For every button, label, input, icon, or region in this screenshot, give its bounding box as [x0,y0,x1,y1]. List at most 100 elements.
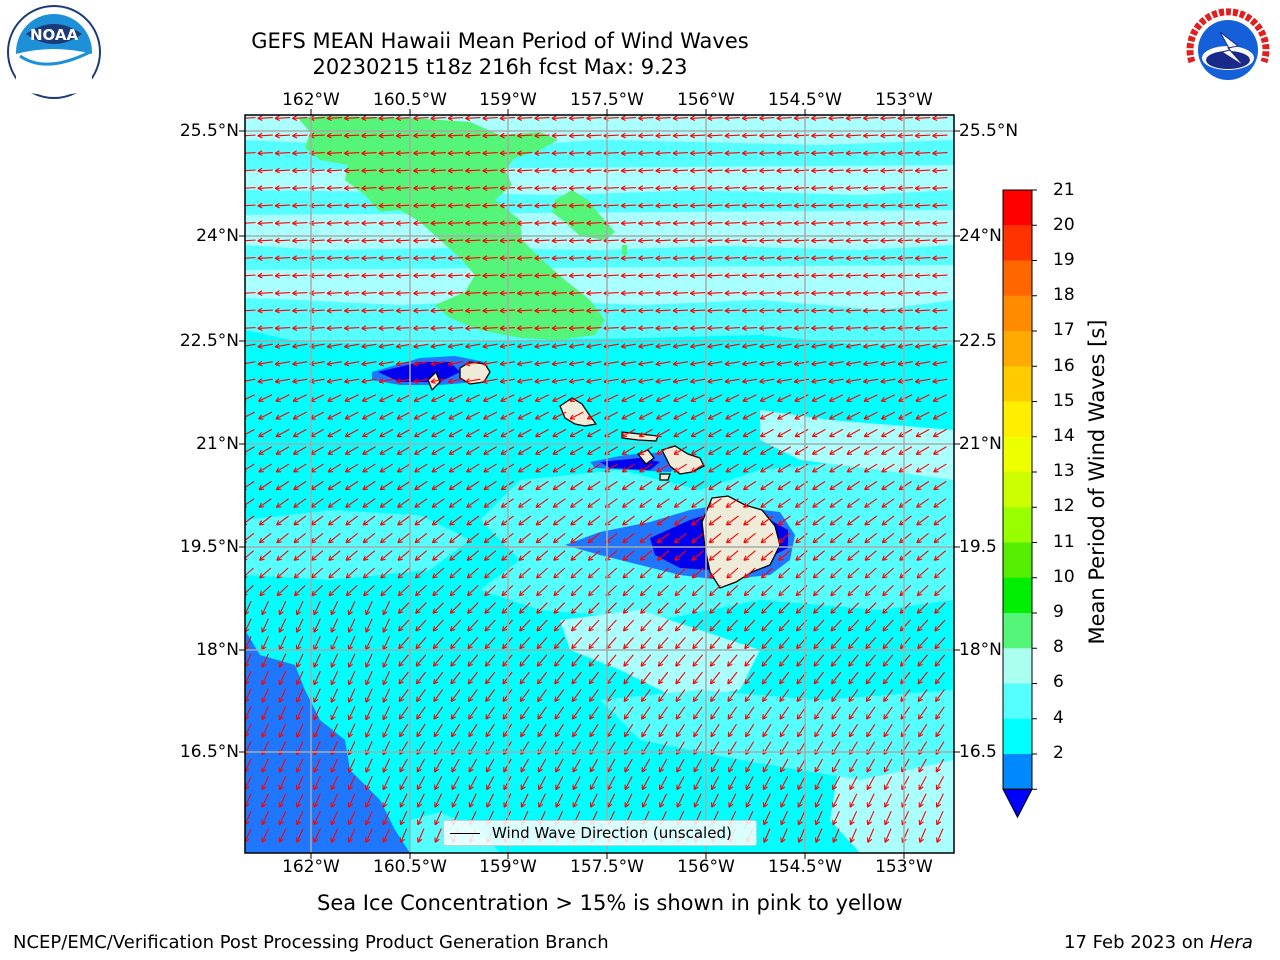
colorbar-tick-label: 2 [1053,743,1064,763]
wind-wave-arrow [914,343,931,349]
wind-wave-arrow [639,567,652,579]
wind-wave-arrow [553,532,566,544]
wind-wave-arrow [257,325,273,332]
wind-wave-arrow [395,360,412,367]
wind-wave-arrow [932,132,948,139]
wind-wave-arrow [430,185,446,192]
wind-wave-arrow [326,360,342,367]
wind-wave-arrow [274,150,291,157]
wind-wave-arrow [744,654,755,667]
wind-wave-arrow [914,307,931,314]
wind-wave-arrow [430,220,446,227]
wind-wave-arrow [450,723,461,738]
wind-wave-arrow [345,567,358,579]
wind-wave-arrow [639,463,653,473]
wind-wave-arrow [708,532,722,544]
wind-wave-arrow [293,567,306,579]
wind-wave-arrow [245,463,255,473]
colorbar-segment [1003,331,1032,367]
wind-wave-arrow [744,671,755,685]
wind-wave-arrow [848,723,859,738]
wind-wave-arrow [326,167,343,174]
wind-wave-arrow [672,255,689,262]
wind-wave-arrow [741,220,758,227]
wind-wave-arrow [365,688,373,703]
wind-wave-arrow [520,723,530,738]
wind-wave-arrow [587,480,601,491]
wind-wave-arrow [467,602,479,614]
wind-wave-arrow [761,602,773,614]
lon-label-top: 156°W [677,90,735,110]
wind-wave-arrow [881,532,895,544]
wind-wave-arrow [344,237,360,244]
wind-wave-arrow [933,550,947,561]
wind-wave-arrow [245,498,255,508]
colorbar-segment [1003,542,1032,579]
wind-wave-arrow [845,150,862,157]
wind-wave-arrow [347,653,356,668]
wind-wave-arrow [880,307,896,314]
wind-wave-arrow [534,255,550,262]
wind-wave-arrow [257,202,273,209]
wind-wave-arrow [449,515,462,526]
wind-wave-arrow [880,220,896,227]
wind-wave-arrow [534,307,550,314]
wind-wave-arrow [258,428,273,438]
wind-wave-arrow [847,550,860,561]
wind-wave-arrow [638,255,654,262]
wind-wave-arrow [812,567,825,579]
wind-wave-arrow [811,255,827,262]
wind-wave-arrow [414,480,428,491]
wind-wave-arrow [395,378,412,384]
wind-wave-arrow [932,343,948,349]
wind-wave-arrow [534,220,550,227]
wind-wave-arrow [690,220,706,227]
wind-wave-arrow [274,378,291,384]
wind-wave-arrow [883,723,893,738]
wind-wave-arrow [433,671,444,685]
wind-wave-arrow [449,550,462,561]
colorbar-segment [1003,613,1032,649]
wind-wave-arrow [845,272,862,279]
wind-wave-arrow [741,325,758,332]
wind-wave-arrow [551,360,567,367]
wind-wave-arrow [326,378,342,384]
wind-wave-arrow [830,637,842,650]
wind-wave-arrow [620,255,637,262]
wind-wave-arrow [292,115,308,122]
wind-wave-arrow [621,394,636,403]
wind-wave-arrow [847,584,860,597]
wind-wave-arrow [914,185,931,192]
wind-wave-arrow [934,619,946,632]
colorbar-segment [1003,295,1032,332]
wind-wave-arrow [569,446,584,455]
wind-wave-arrow [274,202,291,209]
wind-wave-arrow [450,671,461,685]
wind-wave-arrow [447,150,464,157]
wind-wave-arrow [761,689,772,703]
wind-wave-arrow [724,220,740,227]
wind-wave-arrow [620,167,637,174]
wind-wave-arrow [657,619,669,632]
wind-wave-arrow [880,272,896,279]
wind-wave-arrow [691,550,704,561]
wind-wave-arrow [448,446,463,455]
wind-wave-arrow [708,428,722,438]
wind-wave-arrow [568,378,585,384]
wind-wave-arrow [465,325,481,332]
wind-wave-arrow [933,532,947,544]
wind-wave-arrow [433,689,444,703]
wind-wave-arrow [327,498,341,508]
wind-wave-arrow [724,202,740,209]
wind-wave-arrow [534,343,550,349]
wind-wave-arrow [395,272,412,279]
colorbar-tick-label: 21 [1053,180,1075,200]
wind-wave-arrow [759,290,775,297]
wind-wave-arrow [776,360,792,367]
wind-wave-arrow [568,307,585,314]
wind-wave-arrow [448,411,463,420]
wind-wave-arrow [361,394,377,403]
wind-wave-arrow [846,515,860,526]
wind-wave-arrow [639,584,652,597]
wind-wave-arrow [416,706,426,720]
